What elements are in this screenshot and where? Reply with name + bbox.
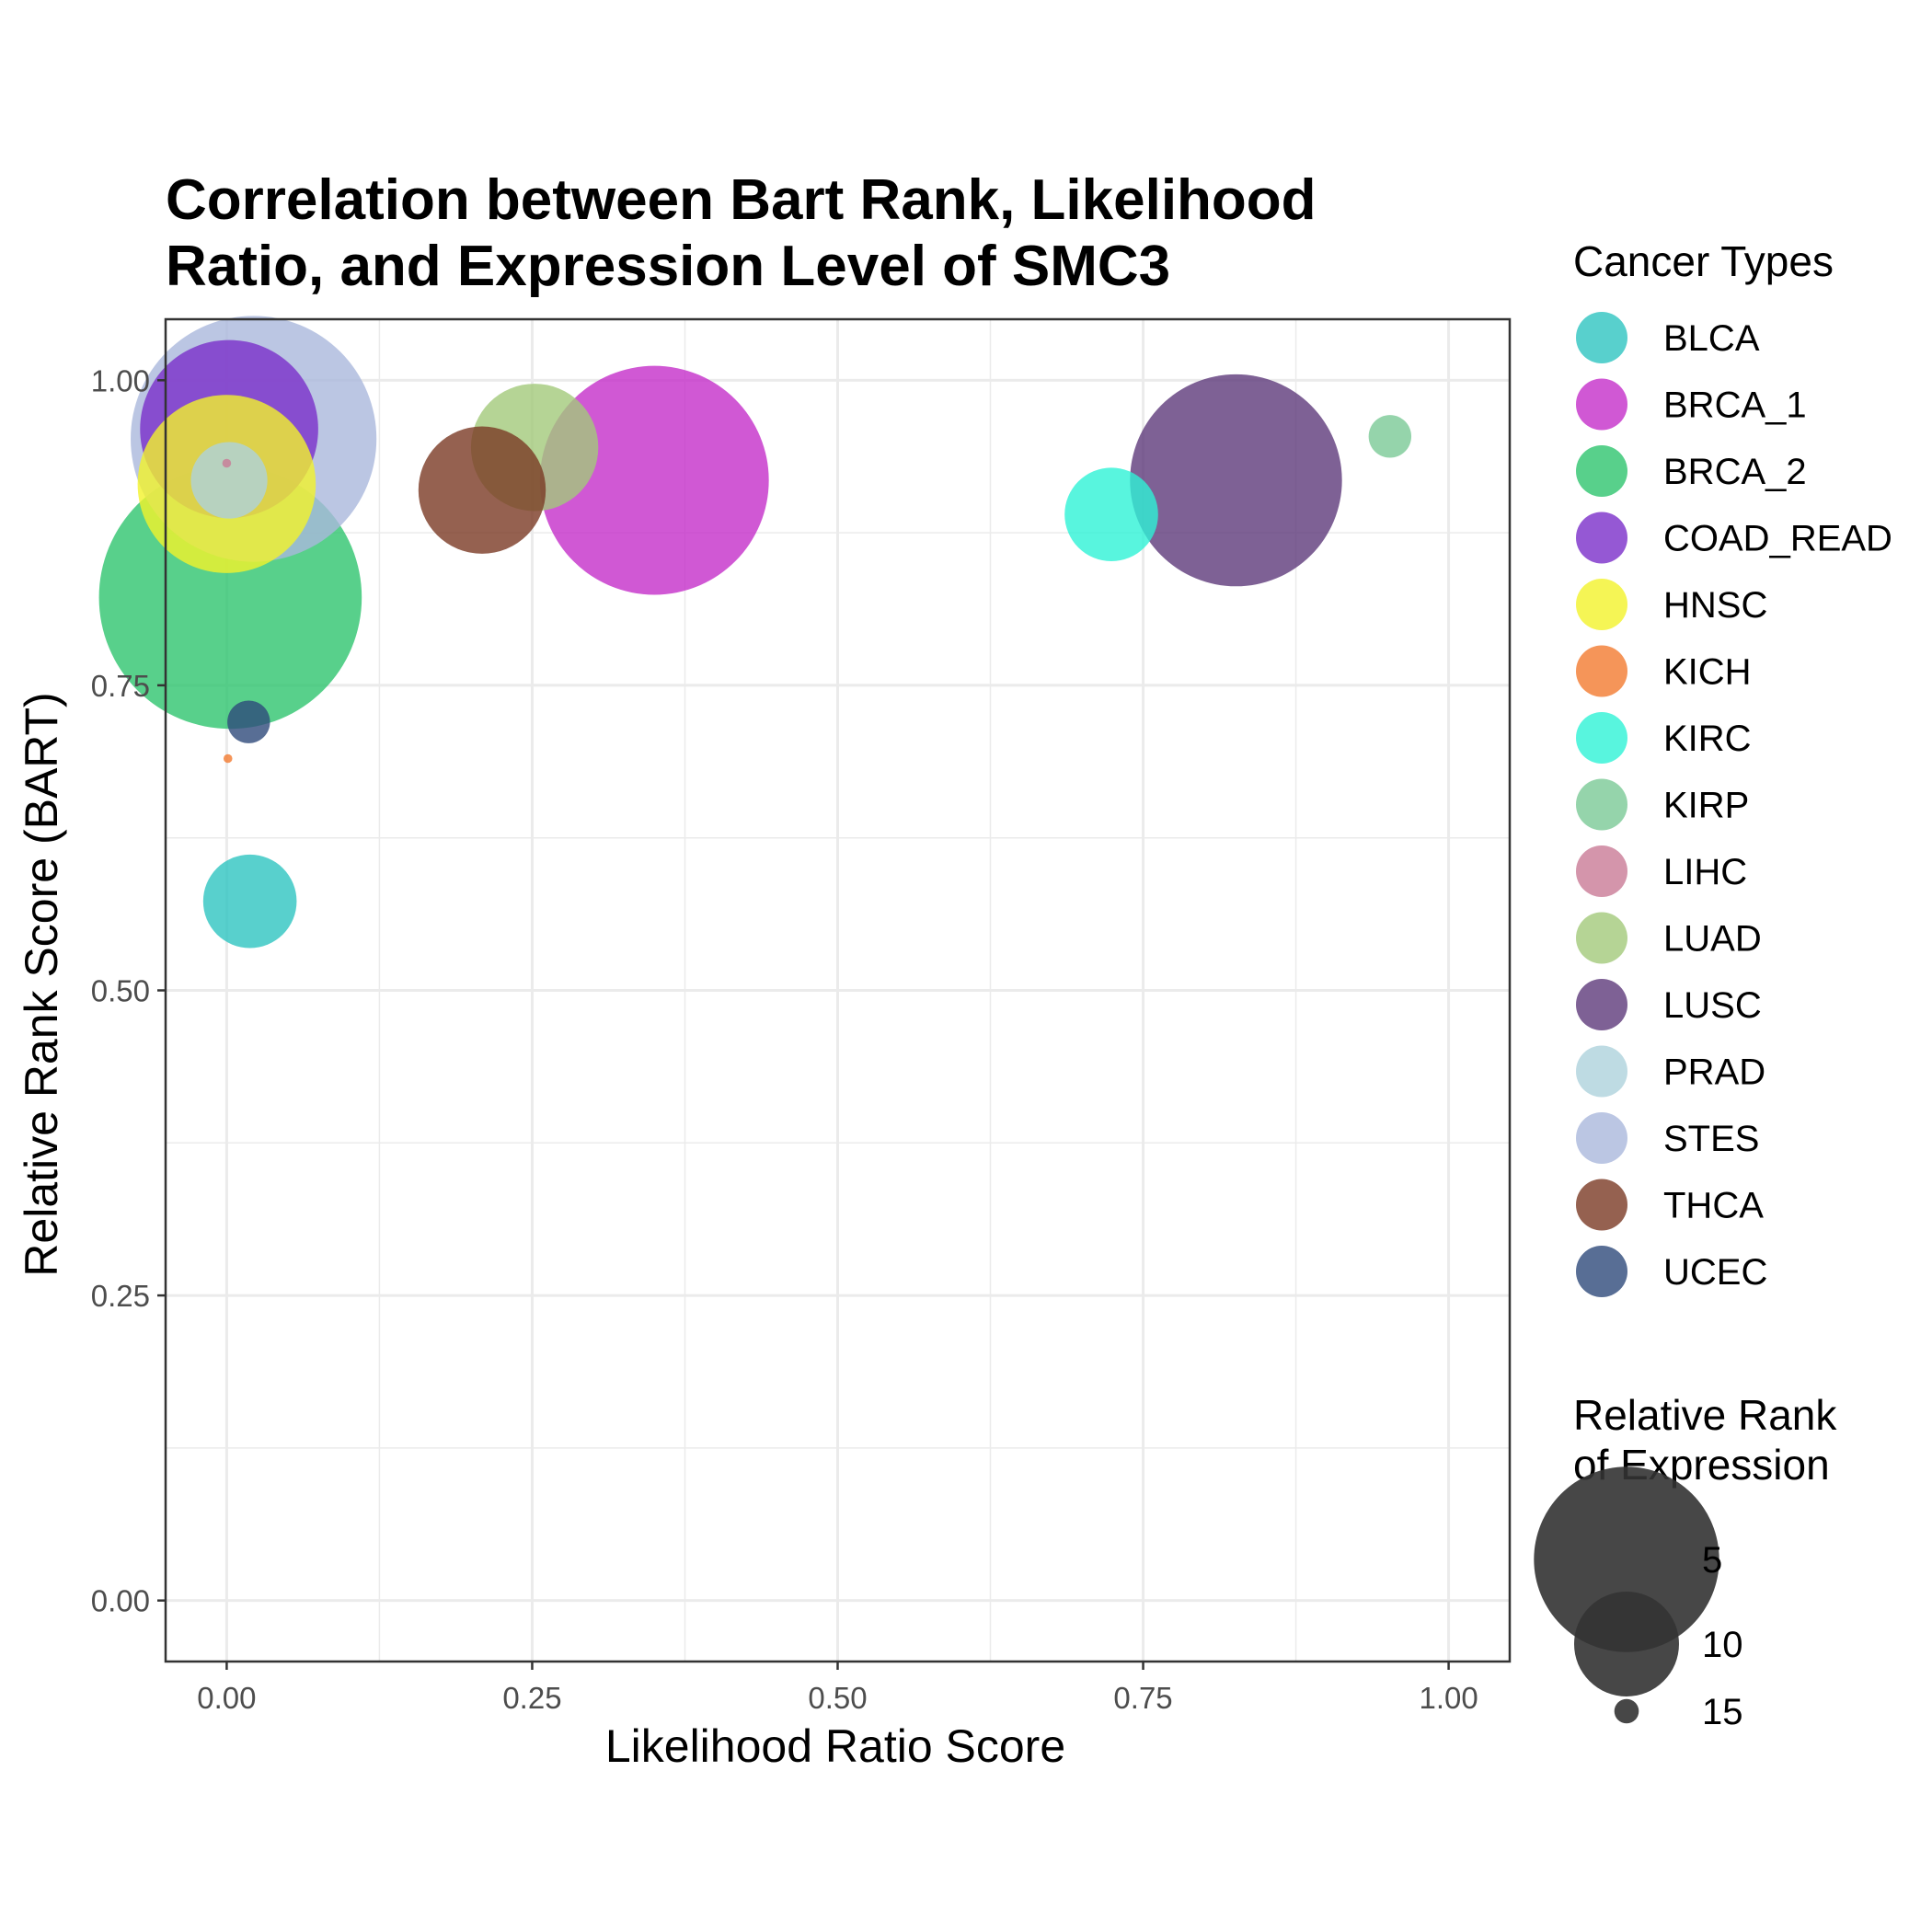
- y-axis: 0.00 0.25 0.50 0.75 1.00: [91, 363, 166, 1618]
- x-tick-label: 0.50: [808, 1681, 867, 1715]
- legend-key-luad: [1576, 912, 1627, 964]
- chart-title-line-2: Ratio, and Expression Level of SMC3: [166, 235, 1170, 298]
- legend-label-kich: KICH: [1663, 652, 1752, 693]
- legend-key-ucec: [1576, 1246, 1627, 1297]
- legend-label-kirc: KIRC: [1663, 719, 1752, 759]
- legend-key-prad: [1576, 1045, 1627, 1098]
- y-tick-label: 1.00: [91, 363, 150, 397]
- legend-key-blca: [1576, 312, 1627, 363]
- data-points: [98, 316, 1412, 949]
- legend-label-ucec: UCEC: [1663, 1252, 1767, 1293]
- legend-key-coad-read: [1576, 512, 1627, 564]
- legend-label-luad: LUAD: [1663, 919, 1762, 960]
- data-point-ucec: [227, 700, 270, 743]
- legend-label-prad: PRAD: [1663, 1052, 1765, 1093]
- legend-key-thca: [1576, 1179, 1627, 1231]
- size-legend-key: [1534, 1466, 1719, 1652]
- data-point-lusc: [1130, 374, 1342, 587]
- legend-key-lihc: [1576, 845, 1627, 897]
- size-legend-key: [1614, 1698, 1639, 1724]
- size-legend-key: [1574, 1592, 1679, 1696]
- x-tick-label: 0.25: [502, 1681, 561, 1715]
- legend-key-brca-2: [1576, 445, 1627, 497]
- legend-label-hnsc: HNSC: [1663, 585, 1767, 626]
- color-legend-title: Cancer Types: [1573, 237, 1834, 285]
- y-tick-label: 0.25: [91, 1279, 150, 1313]
- legend-key-kirc: [1576, 712, 1627, 764]
- data-point-brca-1: [539, 365, 769, 595]
- data-point-lihc: [222, 458, 232, 468]
- x-axis-title: Likelihood Ratio Score: [605, 1720, 1065, 1772]
- legend-key-stes: [1576, 1112, 1627, 1164]
- legend-label-lusc: LUSC: [1663, 985, 1762, 1026]
- size-legend-label: 5: [1702, 1540, 1722, 1581]
- legend-key-kich: [1576, 645, 1627, 697]
- y-axis-title: Relative Rank Score (BART): [16, 692, 67, 1276]
- legend-label-brca-2: BRCA_2: [1663, 452, 1807, 492]
- color-legend: Cancer Types BLCA BRCA_1 BRCA_2 COAD_READ HN…: [1573, 237, 1892, 1297]
- legend-key-brca-1: [1576, 378, 1627, 431]
- data-point-kich: [223, 753, 233, 764]
- legend-label-thca: THCA: [1663, 1186, 1764, 1226]
- legend-label-kirp: KIRP: [1663, 786, 1749, 826]
- y-tick-label: 0.75: [91, 669, 150, 703]
- size-legend-label: 15: [1702, 1692, 1743, 1732]
- legend-label-brca-1: BRCA_1: [1663, 385, 1807, 426]
- y-tick-label: 0.50: [91, 974, 150, 1008]
- legend-label-stes: STES: [1663, 1119, 1759, 1159]
- data-point-kirc: [1064, 467, 1158, 562]
- x-tick-label: 0.00: [197, 1681, 256, 1715]
- data-point-thca: [418, 426, 546, 554]
- size-legend-label: 10: [1702, 1625, 1743, 1665]
- legend-label-coad-read: COAD_READ: [1663, 519, 1892, 559]
- chart-title-line-1: Correlation between Bart Rank, Likelihoo…: [166, 168, 1317, 232]
- legend-label-lihc: LIHC: [1663, 852, 1747, 892]
- legend-key-lusc: [1576, 979, 1627, 1030]
- x-tick-label: 0.75: [1113, 1681, 1172, 1715]
- legend-key-hnsc: [1576, 579, 1627, 630]
- data-point-prad: [190, 442, 268, 519]
- size-legend-title-line-1: Relative Rank: [1573, 1391, 1837, 1439]
- y-tick-label: 0.00: [91, 1584, 150, 1618]
- legend-label-blca: BLCA: [1663, 318, 1760, 359]
- x-axis: 0.00 0.25 0.50 0.75 1.00: [197, 1662, 1478, 1715]
- data-point-blca: [202, 854, 297, 949]
- data-point-kirp: [1368, 415, 1412, 458]
- legend-key-kirp: [1576, 778, 1627, 831]
- chart-title: Correlation between Bart Rank, Likelihoo…: [166, 168, 1317, 298]
- x-tick-label: 1.00: [1419, 1681, 1478, 1715]
